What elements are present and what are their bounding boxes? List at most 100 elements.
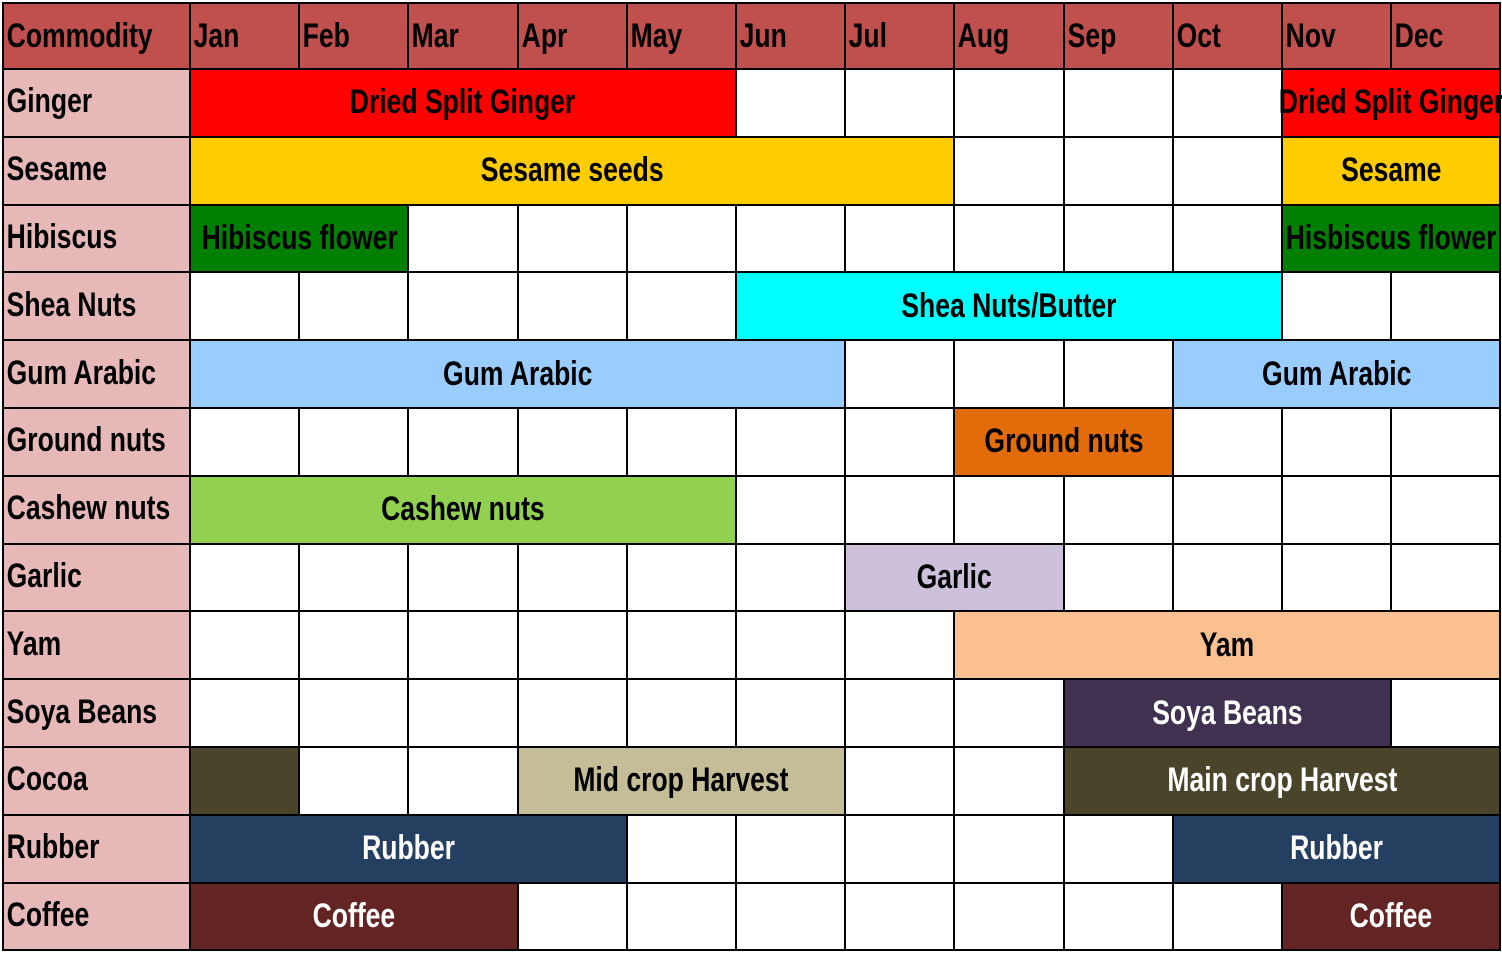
season-bar: Hisbiscus flower [1281, 203, 1502, 274]
grid-cell [516, 678, 628, 748]
season-bar: Main crop Harvest [1062, 746, 1502, 816]
season-bar-label: Shea Nuts/Butter [901, 286, 1117, 325]
season-bar-label: Gum Arabic [442, 354, 593, 393]
grid-cell [735, 203, 847, 274]
grid-cell [1281, 271, 1393, 342]
grid-cell [625, 610, 737, 681]
month-tick-label: Jul [848, 16, 888, 55]
grid-cell [1062, 203, 1174, 274]
season-bar-label: Hisbiscus flower [1285, 218, 1497, 257]
grid-cell [625, 678, 737, 748]
header-cell-month [1390, 2, 1502, 70]
grid-cell [516, 881, 628, 952]
grid-cell [407, 271, 519, 342]
row-label-cell [2, 881, 191, 952]
month-tick-label: Aug [958, 16, 1010, 55]
season-bar-label: Cashew nuts [381, 490, 545, 529]
grid-cell [516, 542, 628, 613]
season-bar: Rubber [189, 813, 628, 884]
row-label: Ginger [6, 82, 93, 121]
grid-cell [625, 813, 737, 884]
header-label-commodity: Commodity [6, 16, 153, 55]
grid-cell [844, 881, 956, 952]
row-label: Sesame [6, 150, 107, 189]
grid-cell [1281, 407, 1393, 477]
month-tick-label: Mar [412, 16, 460, 55]
season-bar: Soya Beans [1062, 678, 1393, 748]
grid-cell [844, 68, 956, 138]
season-bar: Gum Arabic [1171, 339, 1502, 409]
grid-cell [735, 813, 847, 884]
grid-cell [735, 678, 847, 748]
season-bar: Sesame seeds [189, 135, 956, 206]
season-bar: Gum Arabic [189, 339, 847, 409]
season-bar: Rubber [1171, 813, 1502, 884]
season-bar-label: Ground nuts [984, 422, 1144, 461]
grid-cell [298, 678, 410, 748]
season-bar-label: Rubber [1290, 829, 1384, 868]
season-bar: Ground nuts [953, 407, 1174, 477]
grid-cell [407, 610, 519, 681]
season-bar-label: Soya Beans [1152, 693, 1303, 732]
month-tick-label: Feb [302, 16, 351, 55]
row-label-cell [2, 746, 191, 816]
season-bar: Hibiscus flower [189, 203, 410, 274]
grid-cell [1062, 68, 1174, 138]
row-label-cell [2, 407, 191, 477]
row-label: Shea Nuts [6, 285, 137, 324]
grid-cell [1390, 407, 1502, 477]
grid-cell [407, 746, 519, 816]
grid-cell [1281, 542, 1393, 613]
grid-cell [298, 610, 410, 681]
header-cell-month [1281, 2, 1393, 70]
month-tick-label: Jan [193, 16, 240, 55]
grid-cell [516, 407, 628, 477]
grid-cell [407, 542, 519, 613]
season-bar-label: Dried Split Ginger [1278, 83, 1502, 122]
grid-cell [407, 203, 519, 274]
header-cell-month [189, 2, 301, 70]
season-bar [189, 746, 301, 816]
grid-cell [1390, 678, 1502, 748]
grid-cell [735, 474, 847, 545]
season-bar-label: Main crop Harvest [1167, 761, 1397, 800]
season-bar: Dried Split Ginger [189, 68, 737, 138]
season-bar-label: Gum Arabic [1261, 354, 1412, 393]
grid-cell [953, 339, 1065, 409]
season-bar-label: Coffee [312, 896, 396, 935]
grid-cell [844, 813, 956, 884]
row-label: Soya Beans [6, 692, 158, 731]
season-bar: Cashew nuts [189, 474, 737, 545]
grid-cell [1062, 135, 1174, 206]
grid-cell [189, 407, 301, 477]
grid-cell [189, 542, 301, 613]
season-bar: Dried Split Ginger [1278, 68, 1502, 138]
grid-cell [1171, 474, 1283, 545]
month-tick-label: Sep [1067, 16, 1116, 55]
month-tick-label: Oct [1176, 16, 1221, 55]
grid-cell [735, 610, 847, 681]
grid-cell [1062, 339, 1174, 409]
header-cell-commodity [2, 2, 191, 70]
grid-cell [298, 542, 410, 613]
grid-cell [1390, 271, 1502, 342]
month-tick-label: Apr [521, 16, 567, 55]
grid-cell [844, 474, 956, 545]
grid-cell [1390, 474, 1502, 545]
grid-cell [1062, 542, 1174, 613]
grid-cell [953, 474, 1065, 545]
row-label: Coffee [6, 895, 90, 934]
grid-cell [625, 203, 737, 274]
grid-cell [1171, 68, 1283, 138]
grid-cell [1281, 474, 1393, 545]
grid-cell [625, 271, 737, 342]
season-bar: Yam [953, 610, 1502, 681]
grid-cell [735, 881, 847, 952]
grid-cell [298, 271, 410, 342]
season-bar: Sesame [1281, 135, 1502, 206]
grid-cell [844, 678, 956, 748]
season-bar: Coffee [189, 881, 519, 952]
grid-cell [1062, 474, 1174, 545]
grid-cell [298, 407, 410, 477]
